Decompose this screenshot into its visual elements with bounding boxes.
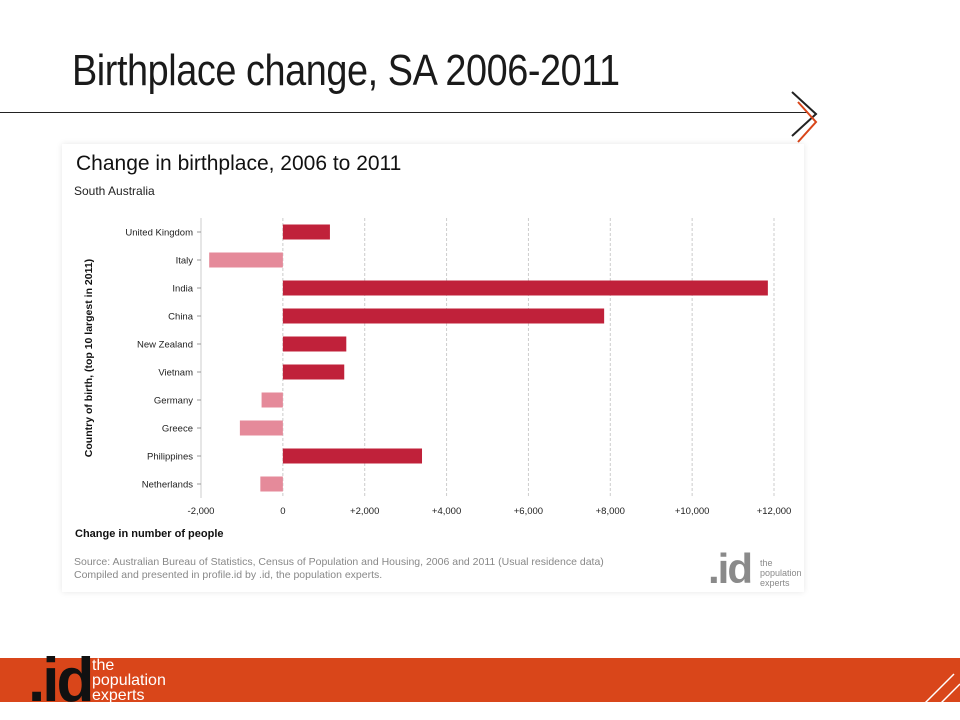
logo-tag-experts: experts [760,578,790,588]
footer-tag-experts: experts [92,687,145,704]
bar [260,476,283,492]
y-tick-label: India [172,284,193,295]
slide-title: Birthplace change, SA 2006-2011 [72,46,620,95]
bar [239,420,283,436]
bar [261,392,283,408]
footer-logo-mark: .id [28,646,94,715]
y-tick-label: United Kingdom [125,228,193,239]
y-tick-label: Vietnam [158,368,193,379]
bar [282,448,423,464]
chart-subtitle: South Australia [74,184,155,198]
bar [282,280,768,296]
source-line-2: Compiled and presented in profile.id by … [74,569,383,581]
footer-tag-population: population [92,672,166,689]
title-divider [0,112,808,113]
x-tick-label: +2,000 [350,506,379,517]
x-tick-label: +12,000 [757,506,792,517]
y-tick-label: China [168,312,194,323]
bar [282,336,347,352]
y-tick-label: Philippines [147,452,193,463]
y-tick-label: Greece [162,424,193,435]
source-note: Source: Australian Bureau of Statistics,… [74,556,604,582]
y-tick-label: Netherlands [142,480,193,491]
x-axis-title: Change in number of people [75,528,224,540]
chart-card: Change in birthplace, 2006 to 2011 South… [62,144,804,592]
bar-chart: -2,000 0 +2,000 +4,000 +6,000 +8,000 +10,000 +1… [75,218,792,540]
logo-mark: .id [708,545,753,592]
y-tick-label: New Zealand [137,340,193,351]
footer-chevron-icon [913,673,960,716]
x-tick-label: +6,000 [514,506,543,517]
y-tick-label: Italy [176,256,194,267]
bar [282,364,345,380]
x-tick-label: +4,000 [432,506,461,517]
x-tick-label: 0 [280,506,285,517]
chart-title: Change in birthplace, 2006 to 2011 [76,152,402,175]
logo-tag-population: population [760,568,802,578]
source-line-1: Source: Australian Bureau of Statistics,… [74,556,604,568]
double-chevron-icon [791,91,818,143]
footer-bar [0,658,960,716]
footer-tag-the: the [92,657,115,674]
bar [282,224,330,240]
x-tick-label: -2,000 [188,506,215,517]
bar [209,252,283,268]
x-tick-label: +8,000 [596,506,625,517]
bar [282,308,605,324]
footer-logo-tagline: the population experts [92,657,166,704]
x-tick-label: +10,000 [675,506,710,517]
y-tick-label: Germany [154,396,193,407]
logo-tag-the: the [760,558,773,568]
footer-logo: .id the population experts [28,648,188,712]
logo-tagline: the population experts [760,558,802,588]
y-axis-title: Country of birth, (top 10 largest in 201… [83,259,95,457]
